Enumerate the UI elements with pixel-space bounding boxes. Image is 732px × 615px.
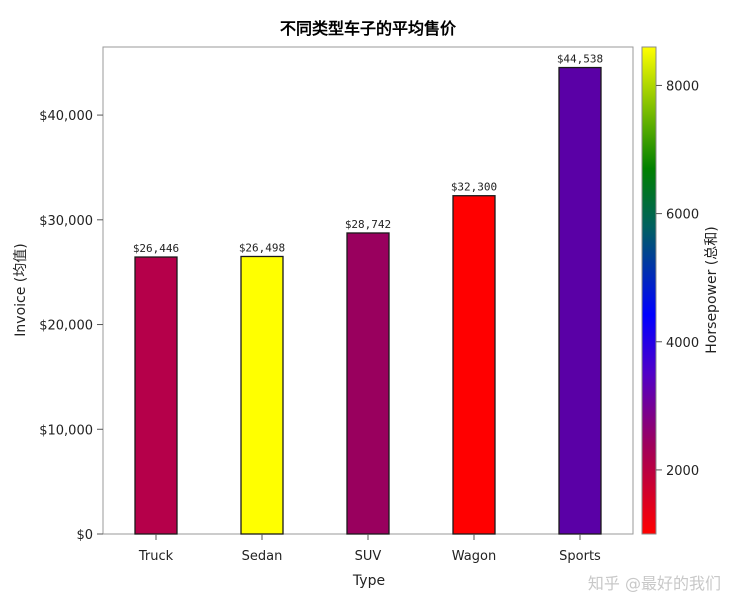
y-tick-label: $10,000	[39, 423, 93, 438]
data-label-sports: $44,538	[557, 53, 603, 66]
watermark: 知乎 @最好的我们	[588, 574, 721, 593]
y-tick-label: $0	[76, 528, 93, 543]
x-axis: Truck Sedan SUV Wagon Sports	[138, 534, 601, 564]
colorbar-ticks: 2000 4000 6000 8000	[656, 79, 699, 479]
colorbar-tick-label: 2000	[666, 464, 699, 479]
colorbar-label: Horsepower (总和)	[704, 226, 720, 353]
data-label-sedan: $26,498	[239, 241, 285, 254]
y-axis: $0 $10,000 $20,000 $30,000 $40,000	[39, 109, 103, 543]
x-tick-label-truck: Truck	[138, 549, 174, 564]
bar-sedan	[240, 255, 284, 535]
x-tick-label-sports: Sports	[559, 549, 601, 564]
bar-sports	[558, 66, 602, 535]
bars	[134, 66, 602, 535]
x-tick-label-wagon: Wagon	[452, 549, 496, 564]
colorbar-tick-label: 4000	[666, 336, 699, 351]
chart-title: 不同类型车子的平均售价	[280, 19, 457, 38]
colorbar-tick-label: 8000	[666, 79, 699, 94]
y-tick-label: $20,000	[39, 319, 93, 334]
x-tick-label-suv: SUV	[355, 549, 382, 564]
colorbar	[641, 46, 657, 535]
data-label-truck: $26,446	[133, 242, 179, 255]
y-axis-label: Invoice (均值)	[13, 243, 29, 336]
data-labels: $26,446 $26,498 $28,742 $32,300 $44,538	[133, 53, 603, 255]
bar-truck	[134, 256, 178, 535]
x-axis-label: Type	[352, 573, 385, 589]
y-tick-label: $40,000	[39, 109, 93, 124]
data-label-suv: $28,742	[345, 218, 391, 231]
bar-wagon	[452, 195, 496, 535]
x-tick-label-sedan: Sedan	[242, 549, 283, 564]
bar-suv	[346, 232, 390, 535]
y-tick-label: $30,000	[39, 214, 93, 229]
data-label-wagon: $32,300	[451, 181, 497, 194]
colorbar-tick-label: 6000	[666, 208, 699, 223]
